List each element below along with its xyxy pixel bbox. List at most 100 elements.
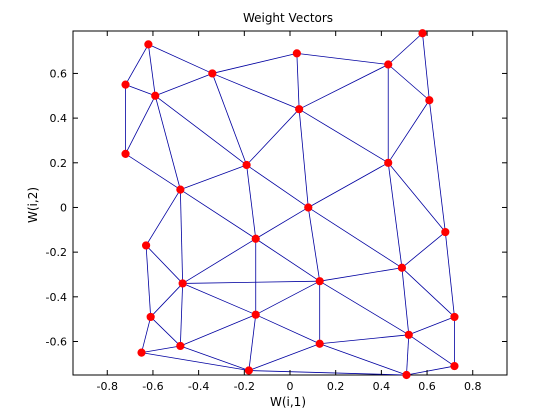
x-tick-label: -0.6	[142, 380, 163, 393]
y-tick-label: 0.6	[50, 67, 68, 80]
neighbor-edge	[387, 64, 430, 101]
neighbor-edge	[154, 95, 247, 166]
x-tick-label: 0.8	[464, 380, 482, 393]
neighbor-edge	[255, 314, 320, 345]
neighbor-edge	[150, 316, 181, 347]
weight-vector-point	[251, 234, 260, 243]
y-tick-layer: -0.6 -0.4 -0.2 0 0.2 0.4 0.6	[46, 67, 507, 348]
axes-box	[72, 30, 508, 376]
y-tick-label: 0.4	[50, 112, 68, 125]
neighbor-edge	[255, 238, 320, 282]
weight-vector-point	[141, 241, 151, 250]
neighbor-edge	[246, 164, 309, 208]
weight-vector-point	[384, 60, 393, 69]
weight-vector-point	[176, 185, 185, 194]
neighbor-edge	[319, 334, 409, 345]
neighbor-edge	[308, 162, 389, 208]
neighbor-edge	[141, 316, 152, 353]
neighbor-edge	[422, 33, 430, 101]
neighbor-edge	[298, 108, 389, 164]
y-tick-label: 0.2	[50, 157, 68, 170]
neighbor-edge	[444, 231, 455, 317]
weight-vector-point	[315, 277, 324, 286]
neighbor-edge	[401, 267, 410, 335]
neighbor-edge	[180, 345, 250, 371]
weight-vector-point	[121, 80, 130, 89]
neighbor-edge	[298, 64, 389, 110]
neighbor-edge	[246, 164, 257, 239]
neighbor-edge	[248, 343, 320, 371]
y-tick-label: -0.6	[46, 335, 67, 348]
weight-vector-point	[402, 370, 411, 380]
neighbor-edge	[255, 280, 320, 316]
weight-vector-point	[397, 263, 407, 272]
neighbor-edge	[246, 108, 300, 166]
weight-vector-point	[450, 361, 459, 371]
neighbor-edge	[428, 100, 446, 233]
weight-vector-point	[441, 227, 450, 237]
neighbor-edge	[387, 162, 446, 233]
y-tick-label: 0	[60, 201, 67, 214]
weight-vector-point	[146, 312, 155, 322]
neighbor-edge	[155, 73, 213, 97]
y-tick-label: -0.4	[46, 291, 67, 304]
weight-vector-point	[178, 279, 187, 288]
neighbor-edge	[180, 189, 256, 240]
neighbor-edge	[319, 280, 409, 336]
neighbor-edge	[401, 267, 455, 318]
neighbor-edge	[308, 207, 403, 269]
neighbor-edge	[406, 365, 455, 376]
neighbor-edge	[154, 95, 181, 190]
x-axis-label: W(i,1)	[270, 395, 306, 409]
neighbor-edge	[182, 238, 256, 284]
weight-vector-point	[404, 330, 413, 339]
neighbor-edge	[307, 207, 321, 282]
x-tick-label: 0.2	[327, 380, 345, 393]
x-tick-label: 0.6	[418, 380, 436, 393]
weight-vector-point	[176, 341, 185, 351]
weight-vector-point	[292, 49, 301, 58]
neighbor-edge	[145, 245, 152, 317]
neighbor-edge	[212, 52, 297, 74]
neighbor-edge	[408, 316, 455, 336]
y-tick-label: -0.2	[46, 246, 67, 259]
weight-vector-point	[295, 105, 304, 114]
neighbor-edge	[387, 162, 403, 268]
neighbor-edge	[387, 32, 423, 65]
x-tick-label: 0.4	[373, 380, 391, 393]
point-layer	[121, 29, 459, 380]
neighbor-edge	[182, 280, 320, 284]
weight-vector-point	[121, 149, 130, 158]
neighbor-edge	[255, 207, 309, 240]
neighbor-edge	[125, 84, 156, 97]
x-tick-label: -0.2	[234, 380, 255, 393]
weight-vector-point	[208, 69, 217, 78]
neighbor-edge	[125, 95, 156, 155]
neighbor-edge	[296, 52, 389, 65]
weight-vector-point	[450, 312, 459, 322]
weight-vector-point	[242, 160, 251, 170]
neighbor-edge	[141, 352, 249, 371]
neighbor-edge	[406, 334, 410, 376]
weight-vector-point	[251, 310, 260, 319]
weight-vector-point	[144, 40, 153, 49]
neighbor-edge	[145, 189, 181, 246]
neighbor-edge	[125, 44, 149, 85]
edge-layer	[125, 32, 455, 376]
neighbor-edge	[401, 231, 446, 269]
neighbor-edge	[147, 44, 156, 96]
neighbor-edge	[180, 164, 247, 190]
neighbor-edge	[150, 283, 183, 318]
x-tick-label: 0	[287, 380, 294, 393]
weight-vector-point	[315, 339, 324, 348]
neighbor-edge	[212, 73, 300, 110]
x-tick-label: -0.4	[188, 380, 209, 393]
neighbor-edge	[248, 370, 407, 376]
neighbor-edge	[387, 100, 430, 164]
weight-vector-point	[151, 91, 160, 100]
weight-vector-point	[137, 348, 146, 357]
neighbor-edge	[296, 53, 300, 110]
neighbor-edge	[248, 314, 257, 371]
y-axis-label: W(i,2)	[26, 187, 40, 223]
